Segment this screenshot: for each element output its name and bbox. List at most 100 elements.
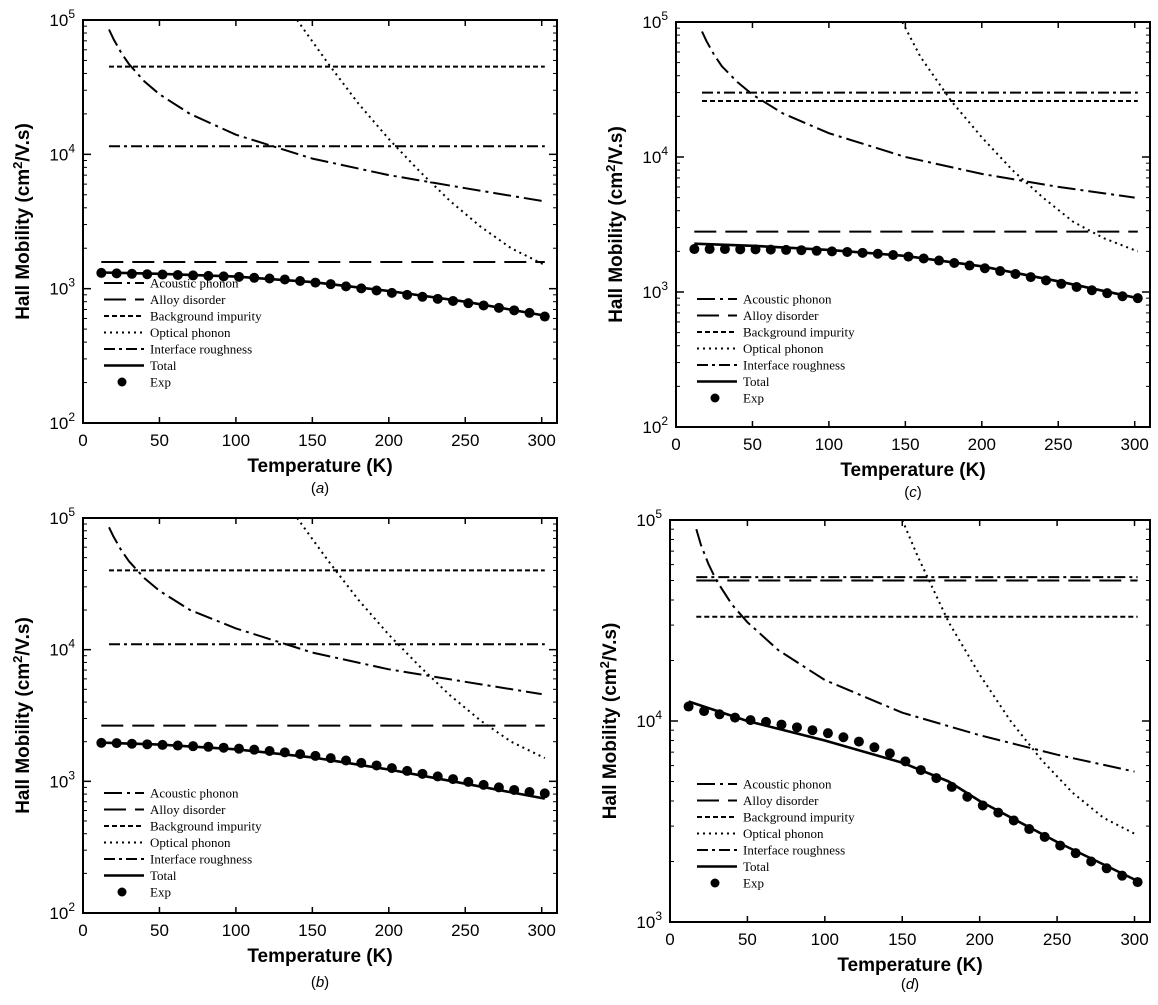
exp-point — [699, 706, 710, 717]
x-tick-label: 150 — [298, 921, 326, 940]
exp-point — [310, 277, 321, 288]
y-tick-label: 102 — [49, 900, 75, 923]
exp-point — [933, 255, 944, 266]
x-tick-label: 50 — [150, 431, 169, 450]
exp-point — [509, 784, 520, 795]
series-group — [683, 520, 1143, 888]
legend-label: Exp — [743, 391, 764, 406]
x-tick-label: 250 — [1043, 930, 1071, 949]
exp-point — [765, 244, 776, 255]
series-optical-phonon — [296, 20, 546, 266]
y-tick-label: 102 — [642, 414, 668, 437]
y-tick-label: 103 — [636, 909, 662, 932]
exp-point — [1025, 272, 1036, 283]
plot-frame — [675, 21, 1151, 428]
exp-point — [781, 244, 792, 255]
y-tick-label: 105 — [636, 507, 662, 530]
legend-swatch-exp — [117, 887, 127, 897]
exp-point — [539, 788, 550, 799]
exp-point — [295, 276, 306, 287]
legend-label: Exp — [150, 375, 171, 390]
exp-point — [233, 743, 244, 754]
exp-point — [249, 272, 260, 283]
x-tick-label: 50 — [150, 921, 169, 940]
exp-point — [704, 244, 715, 255]
exp-point — [264, 273, 275, 284]
exp-point — [432, 293, 443, 304]
exp-point — [915, 765, 926, 776]
y-tick-label: 103 — [642, 279, 668, 302]
exp-point — [249, 744, 260, 755]
exp-point — [903, 251, 914, 262]
exp-point — [448, 774, 459, 785]
exp-point — [524, 307, 535, 318]
exp-point — [1117, 291, 1128, 302]
x-tick-label: 300 — [528, 921, 556, 940]
exp-point — [203, 270, 214, 281]
exp-point — [979, 263, 990, 274]
exp-point — [869, 742, 880, 753]
exp-point — [1010, 268, 1021, 279]
legend-label: Interface roughness — [743, 358, 845, 373]
exp-point — [1101, 863, 1112, 874]
exp-point — [432, 771, 443, 782]
legend-label: Optical phonon — [743, 826, 824, 841]
y-tick-label: 103 — [49, 768, 75, 791]
panel-a: 0 50 100 150 200 250 300 102 103 104 105 Temperatur… — [10, 7, 558, 497]
x-tick-label: 0 — [78, 431, 87, 450]
legend-label: Optical phonon — [150, 835, 231, 850]
exp-point — [1070, 848, 1081, 859]
plot-frame — [82, 517, 558, 914]
exp-point — [340, 755, 351, 766]
y-tick-label: 104 — [642, 144, 668, 167]
exp-point — [279, 747, 290, 758]
x-tick-label: 150 — [298, 431, 326, 450]
x-tick-label: 100 — [815, 435, 843, 454]
y-tick-label: 105 — [49, 7, 75, 30]
series-acoustic-phonon — [701, 31, 1135, 199]
exp-point — [371, 760, 382, 771]
exp-point — [172, 740, 183, 751]
exp-point — [719, 244, 730, 255]
exp-point — [340, 281, 351, 292]
exp-point — [279, 274, 290, 285]
exp-point — [1041, 275, 1052, 286]
exp-point — [918, 253, 929, 264]
x-tick-label: 250 — [1044, 435, 1072, 454]
exp-point — [714, 709, 725, 720]
exp-point — [811, 245, 822, 256]
y-axis-label: Hall Mobility (cm2/V.s) — [603, 126, 627, 323]
exp-point — [188, 270, 199, 281]
exp-point — [1071, 281, 1082, 292]
exp-point — [791, 722, 802, 733]
exp-point — [995, 266, 1006, 277]
legend-label: Total — [150, 868, 177, 883]
legend-label: Alloy disorder — [743, 308, 819, 323]
exp-point — [218, 742, 229, 753]
panel-caption: (a) — [311, 480, 329, 497]
exp-point — [111, 738, 122, 749]
exp-point — [1056, 278, 1067, 289]
exp-point — [689, 244, 700, 255]
x-tick-label: 200 — [375, 921, 403, 940]
legend-label: Acoustic phonon — [743, 777, 832, 792]
exp-point — [683, 701, 694, 712]
exp-point — [142, 739, 153, 750]
exp-point — [750, 244, 761, 255]
exp-point — [509, 305, 520, 316]
legend-label: Interface roughness — [150, 342, 252, 357]
exp-point — [356, 757, 367, 768]
exp-point — [872, 248, 883, 259]
exp-point — [264, 745, 275, 756]
exp-point — [1024, 824, 1035, 835]
series-acoustic-phonon — [695, 528, 1135, 773]
series-total — [694, 242, 1139, 300]
exp-point — [776, 719, 787, 730]
exp-point — [172, 269, 183, 280]
exp-point — [448, 295, 459, 306]
y-axis-label: Hall Mobility (cm2/V.s) — [10, 123, 34, 320]
exp-point — [96, 737, 107, 748]
y-tick-label: 104 — [49, 141, 75, 164]
exp-point — [946, 781, 957, 792]
exp-point — [842, 246, 853, 257]
